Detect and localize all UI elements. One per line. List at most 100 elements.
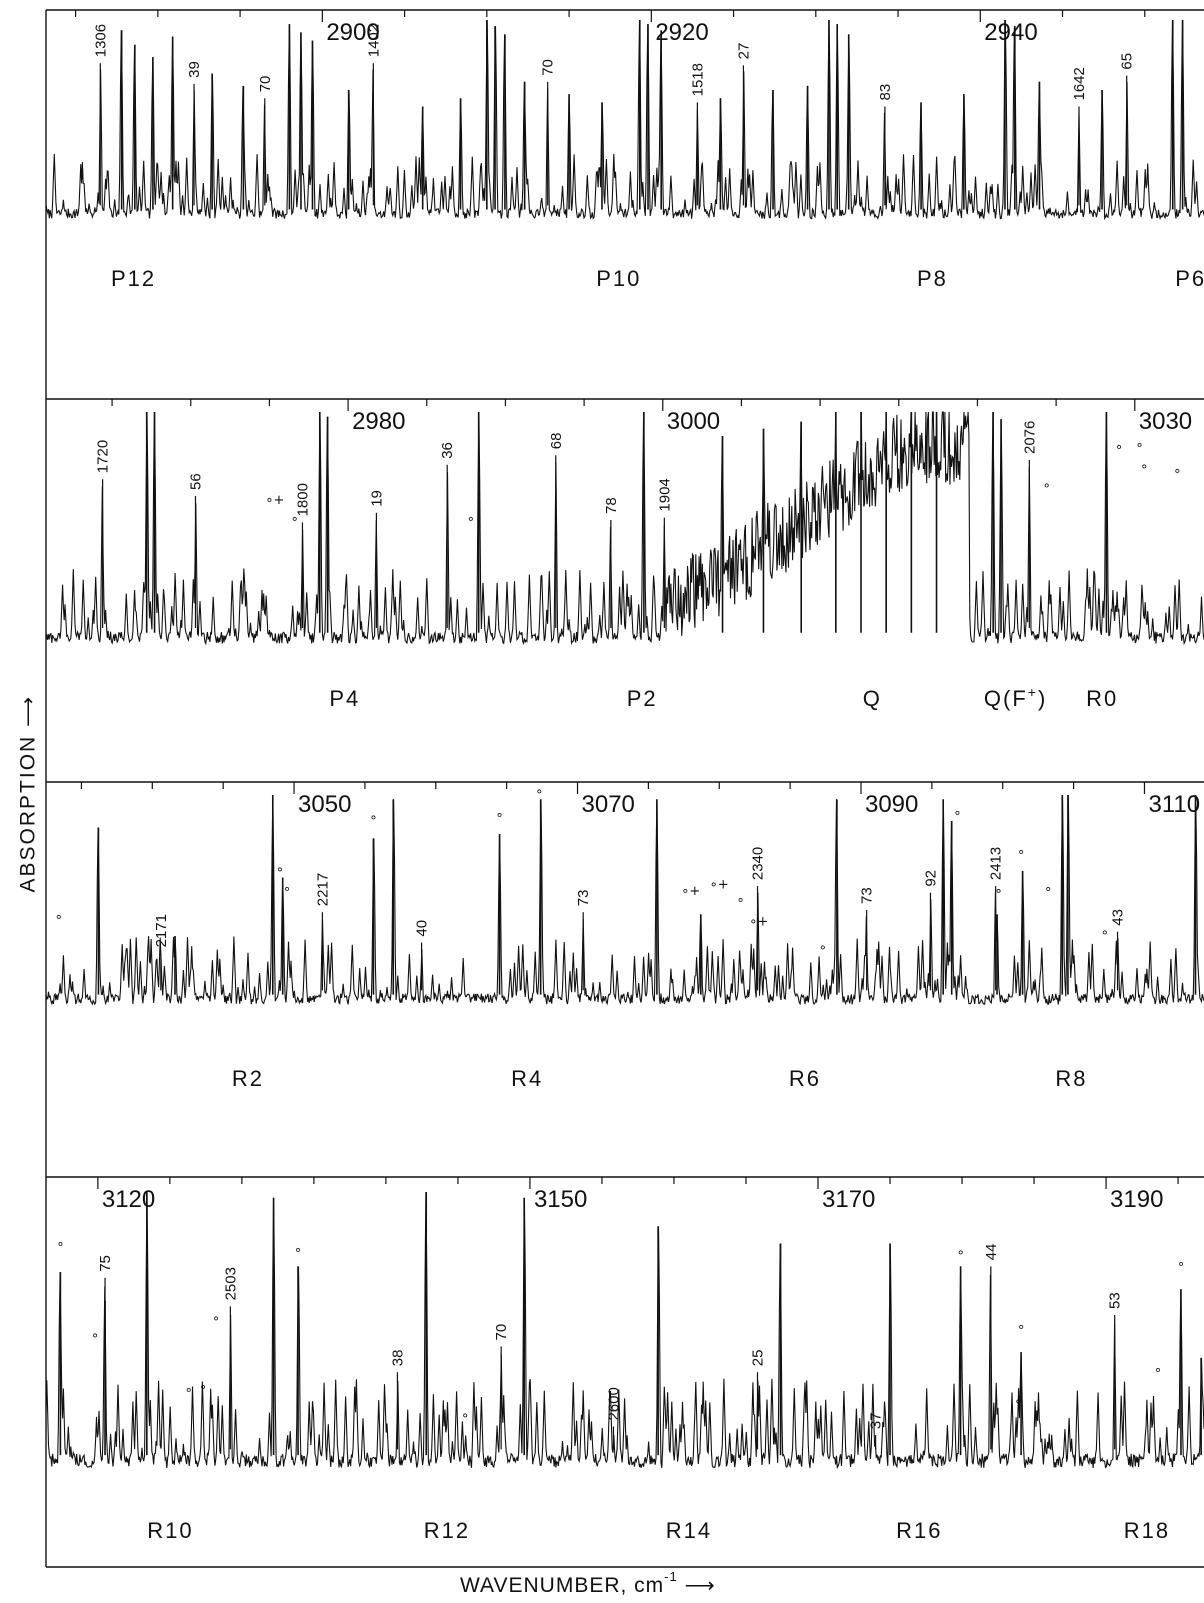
line-marker-note: ∘	[1101, 925, 1109, 940]
spectrum-panels: 2900 2920 2940 1306 39 70 1402 70 1518 27 83 1642 65…	[45, 9, 1204, 1568]
branch-label: Q	[863, 686, 882, 711]
peak-annotation-label: 73	[859, 887, 876, 904]
line-marker-note: ∘	[1043, 479, 1051, 494]
line-marker-note: ∘	[56, 1237, 64, 1252]
branch-label: R4	[511, 1066, 543, 1091]
peak-annotation-label: 2600	[605, 1387, 622, 1420]
peak-annotation-label: 1306	[92, 24, 109, 57]
line-marker-note: ∘	[1135, 438, 1143, 453]
branch-label-superscript: +	[1028, 684, 1038, 700]
branch-label: P4	[329, 686, 360, 711]
line-marker-note: ∘	[369, 810, 377, 825]
peak-annotation-label: 2171	[153, 914, 170, 947]
line-marker-note: ∘	[1177, 1257, 1185, 1272]
peak-annotation-label: 37	[868, 1412, 885, 1429]
peak-annotation-label: 19	[368, 490, 385, 507]
x-tick-label: 3090	[865, 791, 918, 818]
branch-label: R8	[1055, 1066, 1087, 1091]
branch-label: P2	[627, 686, 658, 711]
line-marker-note: ∘	[535, 784, 543, 799]
peak-annotation-label: 73	[575, 889, 592, 906]
line-marker-note: ∘+	[710, 878, 729, 893]
line-marker-note: ∘	[294, 1243, 302, 1258]
panel-3: 3050 3070 3090 3110 2171 2217 40 73 2340 73 92 2413…	[45, 781, 1204, 1091]
panel-1: 2900 2920 2940 1306 39 70 1402 70 1518 27 83 1642 65…	[45, 9, 1204, 291]
branch-label: R14	[666, 1518, 712, 1543]
peak-annotation-label: 70	[257, 76, 274, 93]
spectrum-trace	[45, 411, 1204, 646]
peak-annotation-label: 2340	[750, 847, 767, 880]
x-tick-label: 3070	[582, 791, 635, 818]
x-tick-label: 3150	[534, 1186, 587, 1213]
peak-annotation-label: 2413	[988, 847, 1005, 880]
branch-label: R18	[1124, 1518, 1170, 1543]
x-tick-label: 3170	[822, 1186, 875, 1213]
line-marker-note: ∘	[1017, 845, 1025, 860]
branch-label: R16	[896, 1518, 942, 1543]
branch-label: R10	[147, 1518, 193, 1543]
line-marker-note: ∘	[957, 1246, 965, 1261]
line-marker-note: ∘	[1115, 440, 1123, 455]
peak-annotation-label: 1518	[689, 63, 706, 96]
branch-label: R2	[232, 1066, 264, 1091]
peak-annotation-label: 38	[389, 1349, 406, 1366]
line-marker-note: ∘	[994, 884, 1002, 899]
line-marker-note: ∘	[1140, 459, 1148, 474]
line-marker-note: ∘	[1173, 464, 1181, 479]
line-marker-note: ∘	[291, 512, 299, 527]
line-marker-note: ∘	[55, 910, 63, 925]
x-tick-label: 2980	[352, 408, 405, 435]
peak-annotation-label: 1642	[1071, 67, 1088, 100]
x-axis-title: WAVENUMBER, cm-1 ⟶	[460, 1569, 716, 1597]
peak-annotation-label: 83	[877, 84, 894, 101]
peak-annotation-label: 40	[414, 920, 431, 937]
peak-annotation-label: 2503	[222, 1267, 239, 1300]
peak-annotation-label: 70	[540, 59, 557, 76]
branch-label: P12	[111, 266, 156, 291]
peak-annotation-label: 44	[983, 1244, 1000, 1261]
x-tick-label: 3000	[667, 408, 720, 435]
peak-annotation-label: 1904	[656, 478, 673, 511]
peak-annotation-label: 1800	[294, 483, 311, 516]
line-marker-note: ∘	[819, 941, 827, 956]
peak-annotation-label: 75	[97, 1255, 114, 1272]
branch-label: P10	[596, 266, 641, 291]
branch-label-suffix: )	[1038, 686, 1047, 711]
peak-annotation-label: 43	[1110, 909, 1127, 926]
peak-annotation-label: 1402	[365, 24, 382, 57]
y-axis-title: ABSORPTION ⟶	[16, 694, 40, 893]
branch-label: Q(F+)	[984, 684, 1047, 711]
x-tick-label: 2940	[984, 19, 1037, 46]
spectrum-trace	[45, 19, 1204, 221]
peak-annotation-label: 68	[548, 433, 565, 450]
branch-label: P6	[1175, 266, 1204, 291]
line-marker-note: ∘	[1014, 1394, 1022, 1409]
line-marker-note: ∘	[212, 1311, 220, 1326]
spectrum-trace	[45, 794, 1204, 1006]
x-tick-label: 3030	[1139, 408, 1192, 435]
peak-annotation-label: 2076	[1021, 421, 1038, 454]
line-marker-note: ∘+	[749, 915, 768, 930]
line-marker-note: ∘	[1044, 882, 1052, 897]
peak-annotation-label: 1720	[95, 440, 112, 473]
line-marker-note: ∘	[283, 882, 291, 897]
peak-annotation-label: 36	[439, 442, 456, 459]
branch-label: R6	[789, 1066, 821, 1091]
peak-annotation-label: 53	[1107, 1292, 1124, 1309]
line-marker-note: ∘+	[681, 884, 700, 899]
peak-annotation-label: 39	[186, 61, 203, 78]
line-marker-note: ∘	[199, 1380, 207, 1395]
line-marker-note: ∘	[1154, 1363, 1162, 1378]
x-tick-label: 3190	[1110, 1186, 1163, 1213]
peak-annotation-label: 70	[493, 1324, 510, 1341]
line-marker-note: ∘	[467, 512, 475, 527]
line-marker-note: ∘+	[265, 493, 284, 508]
peak-annotation-label: 27	[735, 43, 752, 60]
x-tick-label: 3050	[298, 791, 351, 818]
line-marker-note: ∘	[737, 893, 745, 908]
peak-annotation-label: 92	[922, 870, 939, 887]
line-marker-note: ∘	[461, 1409, 469, 1424]
panel-4: 3120 3150 3170 31907525033870260025374453∘∘…	[45, 1176, 1204, 1543]
